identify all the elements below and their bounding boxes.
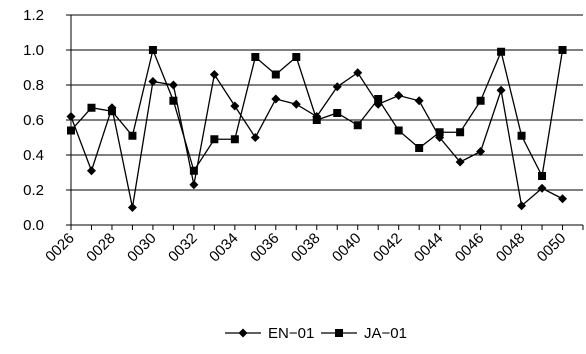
x-tick-label: 0044: [411, 230, 447, 266]
series-line: [70, 71, 563, 208]
data-point-square: [128, 131, 137, 140]
data-point-square: [169, 96, 178, 105]
data-point-square: [87, 103, 96, 112]
x-tick-label: 0046: [452, 230, 488, 266]
x-axis-tick-labels: 0026 0028 0030 0032 0034 0036 0038 0040 0042 0044…: [42, 230, 569, 266]
data-point-square: [517, 131, 526, 140]
x-tick-label: 0034: [206, 230, 242, 266]
data-point-diamond: [189, 180, 199, 190]
data-point-diamond: [127, 203, 137, 212]
data-point-diamond: [230, 101, 240, 111]
data-point-diamond: [414, 96, 424, 106]
y-tick-label: 0.0: [23, 217, 44, 234]
data-point-diamond: [353, 68, 363, 78]
x-tick-label: 0038: [288, 230, 324, 266]
x-tick-label: 0026: [42, 230, 78, 266]
y-axis-tick-labels: 0.0 0.2 0.4 0.6 0.8 1.0 1.2: [23, 7, 44, 234]
data-point-diamond: [517, 201, 527, 211]
x-tick-label: 0030: [124, 230, 160, 266]
y-tick-label: 1.0: [23, 42, 44, 59]
legend: EN−01 JA−01: [225, 325, 407, 342]
data-point-square: [67, 126, 75, 135]
data-point-square: [251, 53, 260, 61]
data-point-diamond: [291, 99, 301, 109]
data-point-diamond: [558, 194, 568, 204]
data-point-diamond: [332, 82, 342, 92]
data-point-square: [107, 107, 116, 116]
y-tick-label: 1.2: [23, 7, 44, 24]
data-point-square: [558, 46, 567, 54]
data-point-square: [333, 109, 342, 117]
data-point-diamond: [455, 157, 465, 167]
data-point-diamond: [476, 147, 486, 156]
x-tick-label: 0032: [165, 230, 201, 266]
data-point-diamond: [394, 91, 404, 100]
x-tick-label: 0048: [493, 230, 529, 266]
data-point-square: [435, 128, 444, 137]
data-point-square: [230, 135, 239, 144]
legend-label: JA−01: [364, 325, 407, 342]
data-point-square: [292, 53, 301, 61]
data-point-square: [456, 128, 465, 137]
data-point-square: [497, 47, 506, 56]
data-point-square: [335, 329, 343, 337]
data-point-square: [394, 126, 403, 135]
x-tick-label: 0028: [83, 230, 119, 266]
x-tick-label: 0050: [534, 230, 570, 266]
data-point-square: [189, 166, 198, 175]
x-tick-label: 0036: [247, 230, 283, 266]
axes: [66, 14, 584, 230]
data-point-square: [476, 96, 485, 105]
data-point-square: [148, 46, 157, 54]
data-point-diamond: [271, 94, 281, 104]
x-tick-label: 0042: [370, 230, 406, 266]
data-point-diamond: [537, 183, 547, 193]
data-point-square: [210, 135, 219, 144]
data-point-diamond: [148, 77, 158, 86]
legend-item: JA−01: [321, 325, 407, 342]
legend-item: EN−01: [225, 325, 314, 342]
data-point-square: [312, 116, 321, 124]
x-tick-label: 0040: [329, 230, 365, 266]
data-point-diamond: [250, 133, 260, 142]
data-point-diamond: [209, 70, 219, 79]
data-point-square: [271, 70, 280, 79]
data-point-diamond: [496, 85, 506, 95]
y-tick-label: 0.4: [23, 147, 44, 164]
data-point-diamond: [168, 80, 178, 90]
series-ja-01: [67, 46, 567, 180]
data-point-diamond: [86, 166, 96, 176]
y-tick-label: 0.2: [23, 182, 44, 199]
data-point-square: [415, 144, 424, 152]
data-point-diamond: [66, 112, 76, 121]
y-tick-label: 0.6: [23, 112, 44, 129]
data-point-square: [374, 95, 383, 103]
y-tick-label: 0.8: [23, 77, 44, 94]
data-point-square: [353, 121, 362, 130]
data-point-diamond: [238, 328, 248, 338]
legend-label: EN−01: [268, 325, 314, 342]
data-point-square: [538, 172, 547, 180]
series-lines: [66, 46, 568, 212]
